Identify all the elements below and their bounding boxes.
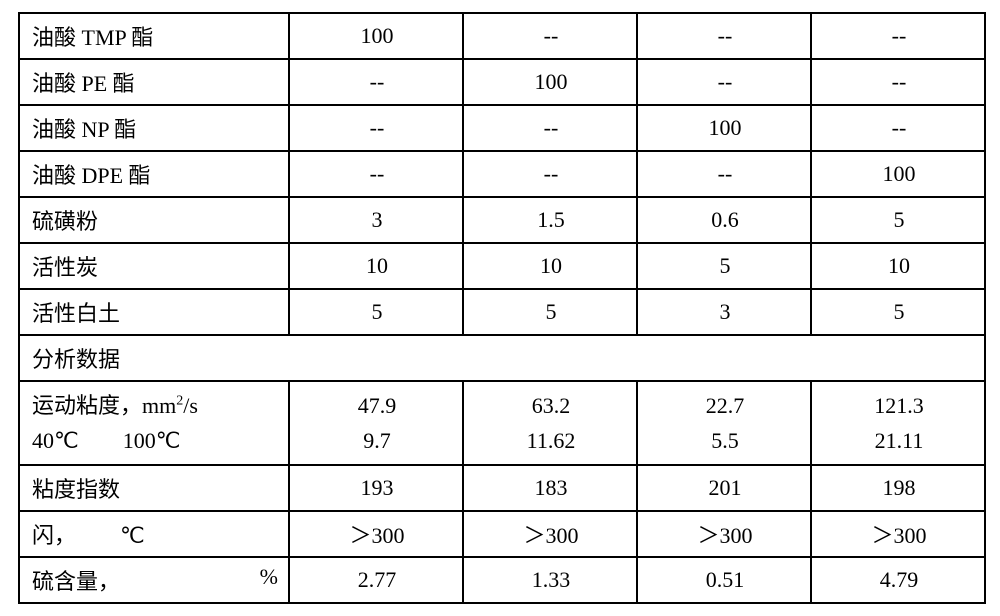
section-row: 分析数据 <box>19 335 985 381</box>
cell: 4.79 <box>811 557 985 603</box>
cell: -- <box>811 105 985 151</box>
fp-label: 闪， <box>32 523 76 548</box>
table-row: 油酸 DPE 酯 -- -- -- 100 <box>19 151 985 197</box>
row-label: 油酸 TMP 酯 <box>19 13 289 59</box>
data-table: 油酸 TMP 酯 100 -- -- -- 油酸 PE 酯 -- 100 -- … <box>18 12 986 604</box>
row-label-flash-point: 闪， ℃ <box>19 511 289 557</box>
cell: 100 <box>289 13 463 59</box>
fp-unit: ℃ <box>120 523 145 548</box>
cell: 5 <box>463 289 637 335</box>
table-row: 运动粘度，mm2/s 40℃100℃ 47.99.7 63.211.62 22.… <box>19 381 985 465</box>
cell: ＞300 <box>289 511 463 557</box>
cell: 100 <box>637 105 811 151</box>
row-label: 活性炭 <box>19 243 289 289</box>
row-label-kinematic-viscosity: 运动粘度，mm2/s 40℃100℃ <box>19 381 289 465</box>
cell: -- <box>637 151 811 197</box>
cell: 5 <box>637 243 811 289</box>
cell: 47.9 9.7 <box>289 381 463 465</box>
cell: ＞300 <box>463 511 637 557</box>
table-row: 硫磺粉 3 1.5 0.6 5 <box>19 197 985 243</box>
cell: ＞300 <box>637 511 811 557</box>
row-label: 油酸 DPE 酯 <box>19 151 289 197</box>
s-label: 硫含量， <box>32 569 120 594</box>
row-label: 油酸 PE 酯 <box>19 59 289 105</box>
cell: 63.2 11.62 <box>463 381 637 465</box>
cell: -- <box>637 13 811 59</box>
kv100: 11.62 <box>527 428 576 453</box>
cell: 10 <box>463 243 637 289</box>
cell: 100 <box>463 59 637 105</box>
cell: 183 <box>463 465 637 511</box>
table-row: 闪， ℃ ＞300 ＞300 ＞300 ＞300 <box>19 511 985 557</box>
cell: -- <box>463 13 637 59</box>
row-label: 活性白土 <box>19 289 289 335</box>
kv-line1-b: /s <box>183 393 198 418</box>
cell: 3 <box>637 289 811 335</box>
kv-line1-a: 运动粘度，mm <box>32 393 176 418</box>
kv-line2-b: 100℃ <box>123 428 181 453</box>
table-row: 硫含量，% 2.77 1.33 0.51 4.79 <box>19 557 985 603</box>
cell: -- <box>811 59 985 105</box>
kv40: 22.7 <box>706 393 745 418</box>
kv100: 21.11 <box>875 428 924 453</box>
cell: -- <box>463 151 637 197</box>
cell: 100 <box>811 151 985 197</box>
row-label: 硫磺粉 <box>19 197 289 243</box>
cell: 10 <box>289 243 463 289</box>
table-row: 油酸 TMP 酯 100 -- -- -- <box>19 13 985 59</box>
cell: 5 <box>289 289 463 335</box>
cell: -- <box>289 105 463 151</box>
cell: ＞300 <box>811 511 985 557</box>
kv-line2-a: 40℃ <box>32 428 79 453</box>
kv100: 5.5 <box>711 428 739 453</box>
cell: 2.77 <box>289 557 463 603</box>
kv40: 47.9 <box>358 393 397 418</box>
kv100: 9.7 <box>363 428 391 453</box>
cell: 201 <box>637 465 811 511</box>
cell: 121.3 21.11 <box>811 381 985 465</box>
cell: -- <box>289 59 463 105</box>
cell: 0.6 <box>637 197 811 243</box>
cell: 1.33 <box>463 557 637 603</box>
kv40: 63.2 <box>532 393 571 418</box>
cell: 22.7 5.5 <box>637 381 811 465</box>
cell: 3 <box>289 197 463 243</box>
cell: 5 <box>811 289 985 335</box>
cell: 198 <box>811 465 985 511</box>
row-label: 粘度指数 <box>19 465 289 511</box>
section-title: 分析数据 <box>19 335 985 381</box>
cell: -- <box>463 105 637 151</box>
cell: -- <box>289 151 463 197</box>
cell: -- <box>637 59 811 105</box>
row-label-sulfur: 硫含量，% <box>19 557 289 603</box>
cell: 193 <box>289 465 463 511</box>
table-row: 油酸 PE 酯 -- 100 -- -- <box>19 59 985 105</box>
cell: 5 <box>811 197 985 243</box>
s-unit: % <box>260 564 278 590</box>
kv40: 121.3 <box>874 393 924 418</box>
row-label: 油酸 NP 酯 <box>19 105 289 151</box>
table-row: 活性白土 5 5 3 5 <box>19 289 985 335</box>
table-row: 油酸 NP 酯 -- -- 100 -- <box>19 105 985 151</box>
table-row: 活性炭 10 10 5 10 <box>19 243 985 289</box>
table-row: 粘度指数 193 183 201 198 <box>19 465 985 511</box>
cell: 0.51 <box>637 557 811 603</box>
cell: -- <box>811 13 985 59</box>
cell: 1.5 <box>463 197 637 243</box>
cell: 10 <box>811 243 985 289</box>
